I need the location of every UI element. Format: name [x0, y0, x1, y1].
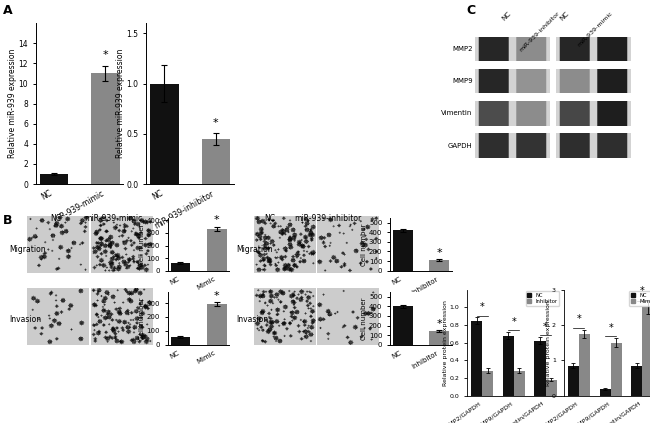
- Y-axis label: Relative miR-939 expression: Relative miR-939 expression: [116, 49, 125, 158]
- Bar: [631, 365, 642, 396]
- Bar: [610, 343, 622, 396]
- Text: NC: NC: [500, 11, 512, 22]
- Text: miR-939-inhibitor: miR-939-inhibitor: [294, 214, 362, 222]
- Text: A: A: [3, 4, 13, 17]
- Bar: [202, 139, 230, 184]
- Y-axis label: Cell number: Cell number: [139, 223, 145, 266]
- Bar: [393, 231, 413, 271]
- Y-axis label: Relative protein expression: Relative protein expression: [545, 299, 551, 386]
- Text: MMP9: MMP9: [452, 78, 473, 84]
- Bar: [150, 84, 179, 184]
- Bar: [91, 74, 120, 184]
- Bar: [599, 389, 610, 396]
- Text: GAPDH: GAPDH: [448, 143, 473, 148]
- Text: *: *: [213, 118, 218, 128]
- Bar: [579, 334, 590, 396]
- Y-axis label: Relative protein expression: Relative protein expression: [443, 299, 448, 386]
- Text: NC: NC: [559, 11, 570, 22]
- Y-axis label: Cell number: Cell number: [361, 223, 367, 266]
- Y-axis label: Cell number: Cell number: [139, 297, 145, 340]
- Text: Migration: Migration: [10, 245, 46, 254]
- Bar: [393, 306, 413, 345]
- Bar: [207, 229, 227, 271]
- Bar: [514, 371, 525, 396]
- Text: Invasion: Invasion: [236, 315, 268, 324]
- Bar: [502, 335, 514, 396]
- Text: miR-939-mimic: miR-939-mimic: [577, 11, 614, 48]
- Text: *: *: [103, 50, 108, 60]
- Legend: NC, Inhibitor: NC, Inhibitor: [526, 291, 560, 305]
- Text: Vimentin: Vimentin: [441, 110, 473, 116]
- Bar: [170, 263, 190, 271]
- Text: miR-939-inhibitor: miR-939-inhibitor: [518, 11, 560, 53]
- Text: *: *: [436, 319, 442, 330]
- Text: *: *: [640, 286, 645, 296]
- Text: *: *: [543, 322, 548, 332]
- Text: *: *: [436, 248, 442, 258]
- Bar: [429, 331, 449, 345]
- Text: *: *: [608, 323, 613, 333]
- Bar: [170, 337, 190, 345]
- Legend: NC, Mimic: NC, Mimic: [629, 291, 650, 305]
- Text: *: *: [480, 302, 484, 312]
- Bar: [471, 321, 482, 396]
- Y-axis label: Cell number: Cell number: [361, 297, 367, 340]
- Text: NC: NC: [50, 214, 60, 222]
- Bar: [568, 365, 579, 396]
- Text: NC: NC: [265, 214, 275, 222]
- Text: *: *: [577, 314, 581, 324]
- Text: *: *: [214, 215, 220, 225]
- Text: *: *: [214, 291, 220, 301]
- Bar: [40, 174, 68, 184]
- Text: *: *: [512, 317, 516, 327]
- Bar: [642, 308, 650, 396]
- Text: Invasion: Invasion: [10, 315, 42, 324]
- Text: Migration: Migration: [236, 245, 272, 254]
- Bar: [482, 371, 493, 396]
- Bar: [545, 380, 556, 396]
- Text: B: B: [3, 214, 13, 227]
- Text: C: C: [467, 4, 476, 17]
- Text: miR-939-mimic: miR-939-mimic: [84, 214, 143, 222]
- Bar: [534, 341, 545, 396]
- Text: MMP2: MMP2: [452, 46, 473, 52]
- Y-axis label: Relative miR-939 expression: Relative miR-939 expression: [8, 49, 17, 158]
- Bar: [207, 305, 227, 345]
- Bar: [429, 260, 449, 271]
